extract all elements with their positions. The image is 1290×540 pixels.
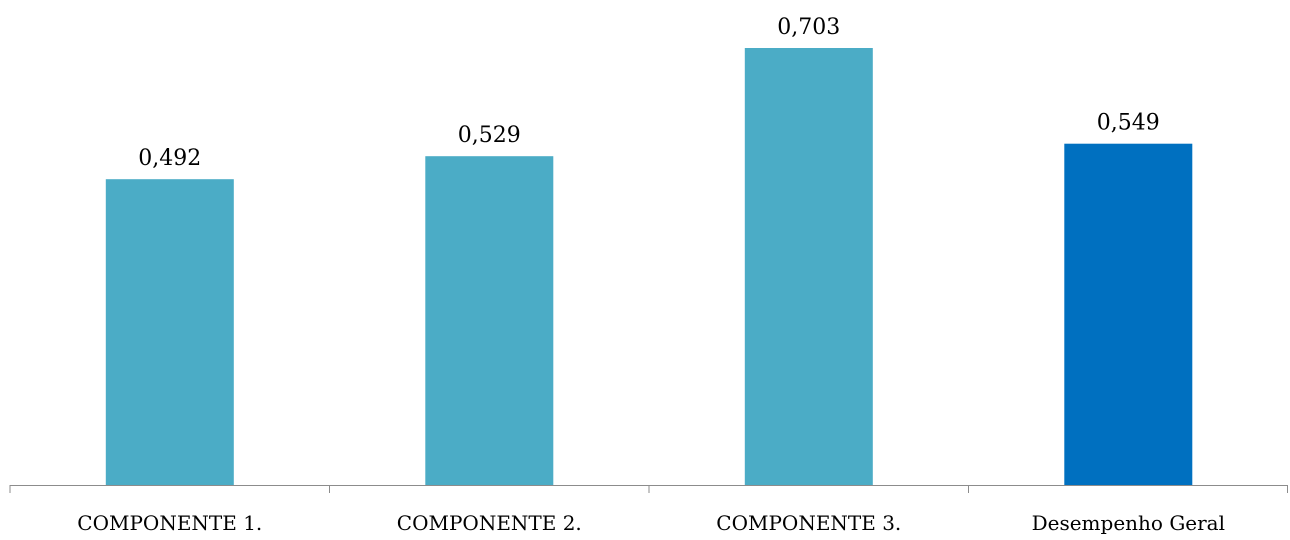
bar-1	[105, 179, 234, 485]
bar-3	[744, 48, 873, 485]
data-label-2: 0,529	[458, 123, 521, 148]
x-axis	[9, 485, 1288, 493]
bars-layer	[105, 48, 1193, 485]
data-label-4: 0,549	[1097, 111, 1160, 136]
data-label-3: 0,703	[777, 15, 840, 40]
bar-4	[1064, 143, 1193, 485]
x-tick-label-1: COMPONENTE 1.	[77, 511, 262, 535]
x-tick-label-3: COMPONENTE 3.	[716, 511, 901, 535]
x-tick-label-2: COMPONENTE 2.	[397, 511, 582, 535]
data-label-1: 0,492	[138, 146, 201, 171]
x-tick-labels-layer: COMPONENTE 1. COMPONENTE 2. COMPONENTE 3. D…	[77, 511, 1225, 535]
data-labels-layer: 0,492 0,529 0,703 0,549	[138, 15, 1159, 171]
x-tick-label-4: Desempenho Geral	[1032, 511, 1225, 535]
bar-2	[425, 156, 554, 485]
